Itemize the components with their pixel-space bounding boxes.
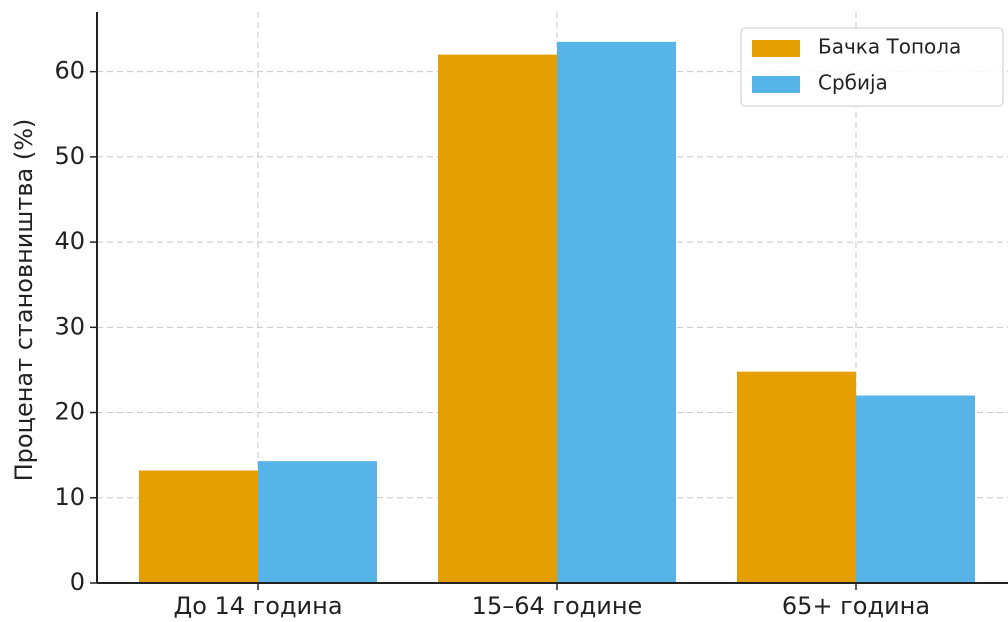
y-axis-label: Проценат становништва (%): [10, 119, 38, 482]
y-tick-label: 60: [54, 57, 85, 85]
bar: [139, 470, 258, 583]
x-tick-label: До 14 година: [173, 592, 342, 620]
y-tick-label: 0: [70, 568, 85, 596]
legend-swatch: [752, 76, 800, 93]
bar: [557, 41, 676, 583]
legend-swatch: [752, 40, 800, 57]
y-tick-label: 10: [54, 483, 85, 511]
x-tick-label: 15–64 године: [472, 592, 643, 620]
bar: [856, 395, 975, 583]
bar: [438, 54, 557, 583]
legend-label: Србија: [818, 71, 888, 95]
y-tick-label: 50: [54, 142, 85, 170]
y-tick-label: 20: [54, 398, 85, 426]
bar: [258, 461, 377, 583]
y-tick-label: 30: [54, 312, 85, 340]
bar: [737, 371, 856, 583]
legend-box: [740, 27, 1004, 107]
y-tick-label: 40: [54, 227, 85, 255]
legend-label: Бачка Топола: [818, 35, 961, 59]
legend: Бачка Топола Србија: [740, 27, 1004, 107]
x-tick-label: 65+ година: [782, 592, 930, 620]
